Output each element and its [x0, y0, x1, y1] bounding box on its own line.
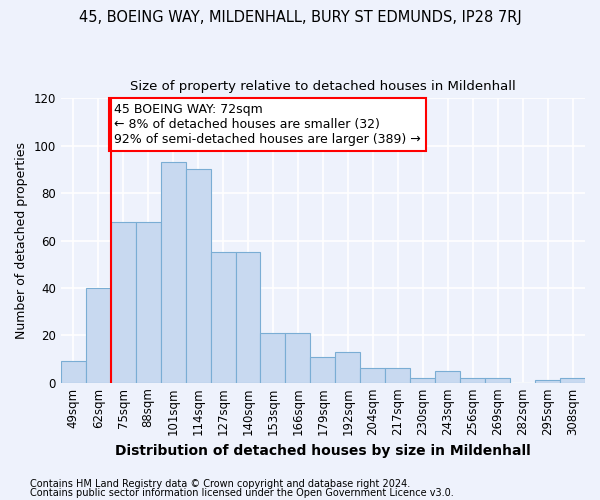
Bar [560, 378, 585, 382]
Bar [535, 380, 560, 382]
Bar [410, 378, 435, 382]
Text: Contains public sector information licensed under the Open Government Licence v3: Contains public sector information licen… [30, 488, 454, 498]
Text: Contains HM Land Registry data © Crown copyright and database right 2024.: Contains HM Land Registry data © Crown c… [30, 479, 410, 489]
Text: 45, BOEING WAY, MILDENHALL, BURY ST EDMUNDS, IP28 7RJ: 45, BOEING WAY, MILDENHALL, BURY ST EDMU… [79, 10, 521, 25]
X-axis label: Distribution of detached houses by size in Mildenhall: Distribution of detached houses by size … [115, 444, 531, 458]
Title: Size of property relative to detached houses in Mildenhall: Size of property relative to detached ho… [130, 80, 516, 93]
Bar [61, 362, 86, 382]
Bar [260, 333, 286, 382]
Bar [310, 356, 335, 382]
Bar [211, 252, 236, 382]
Bar [236, 252, 260, 382]
Bar [86, 288, 111, 382]
Bar [161, 162, 185, 382]
Text: 45 BOEING WAY: 72sqm
← 8% of detached houses are smaller (32)
92% of semi-detach: 45 BOEING WAY: 72sqm ← 8% of detached ho… [115, 103, 421, 146]
Bar [361, 368, 385, 382]
Bar [385, 368, 410, 382]
Bar [111, 222, 136, 382]
Bar [460, 378, 485, 382]
Bar [185, 170, 211, 382]
Bar [136, 222, 161, 382]
Bar [435, 371, 460, 382]
Bar [335, 352, 361, 382]
Y-axis label: Number of detached properties: Number of detached properties [15, 142, 28, 339]
Bar [286, 333, 310, 382]
Bar [485, 378, 510, 382]
